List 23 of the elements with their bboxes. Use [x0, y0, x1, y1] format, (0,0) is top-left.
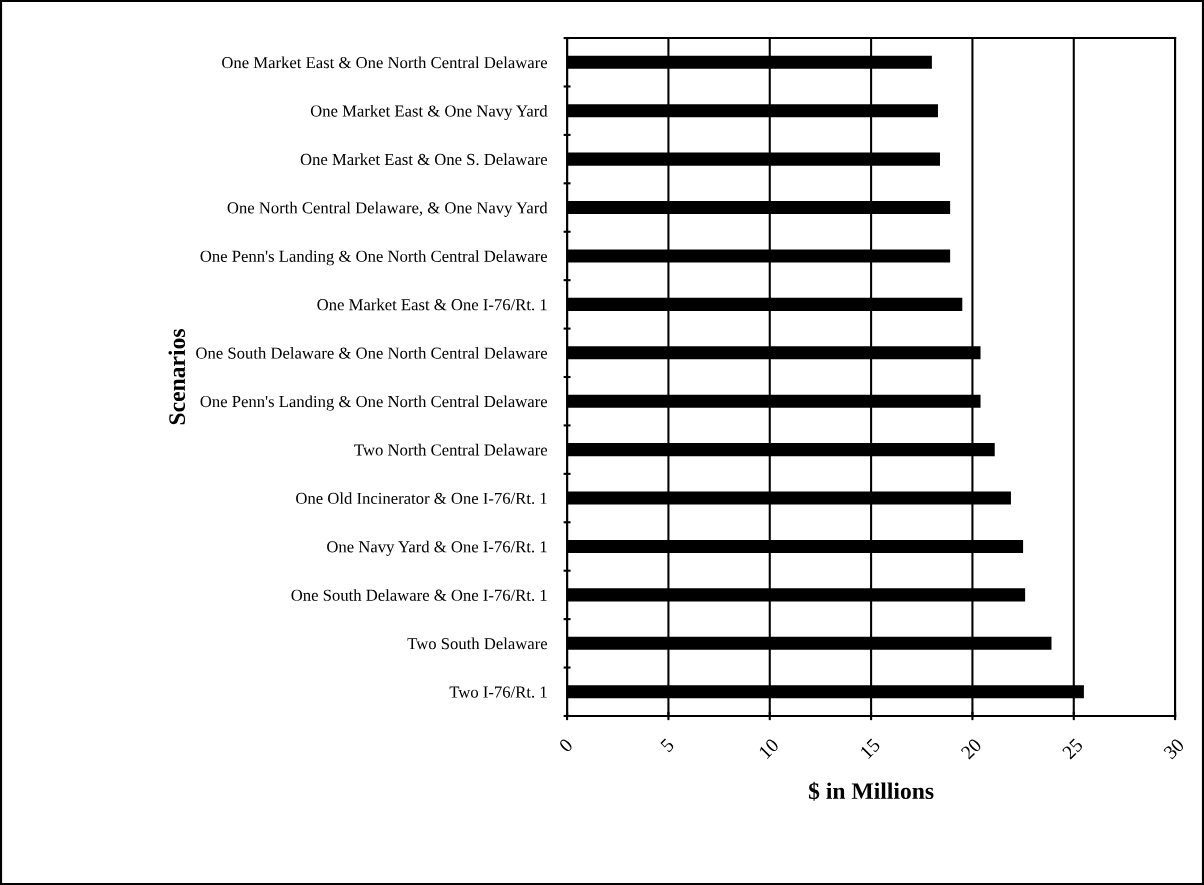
y-axis-title: Scenarios: [168, 329, 186, 425]
y-tick-label: One South Delaware & One I-76/Rt. 1: [291, 589, 547, 601]
x-axis-title: $ in Millions: [808, 781, 934, 801]
x-tick-label: 25: [1061, 737, 1084, 760]
x-tick-label: 10: [758, 737, 780, 760]
x-tick-label: 5: [660, 737, 675, 753]
x-tick-label: 0: [558, 737, 574, 753]
y-tick-label: Two South Delaware: [407, 637, 548, 650]
x-tick-label: 30: [1163, 737, 1185, 760]
y-tick-label: One North Central Delaware, & One Navy Yard: [227, 201, 548, 217]
y-tick-label: One Market East & One I-76/Rt. 1: [317, 298, 547, 311]
y-tick-label: One Market East & One North Central Delaware: [222, 56, 548, 69]
y-tick-label: One South Delaware & One North Central Delaware: [196, 347, 548, 359]
y-tick-label: One Penn's Landing & One North Central Delaware: [200, 395, 548, 411]
y-tick-label: One Market East & One Navy Yard: [310, 104, 548, 121]
x-tick-label: 20: [960, 737, 983, 760]
x-tick-label: 15: [859, 737, 881, 760]
y-tick-label: Two North Central Delaware: [354, 443, 548, 456]
y-tick-label: One Market East & One S. Delaware: [300, 153, 548, 166]
y-tick-label: Two I-76/Rt. 1: [449, 686, 547, 698]
y-tick-label: One Old Incinerator & One I-76/Rt. 1: [296, 492, 547, 505]
y-tick-label: One Navy Yard & One I-76/Rt. 1: [327, 540, 547, 556]
y-tick-label: One Penn's Landing & One North Central Delaware: [200, 250, 548, 266]
